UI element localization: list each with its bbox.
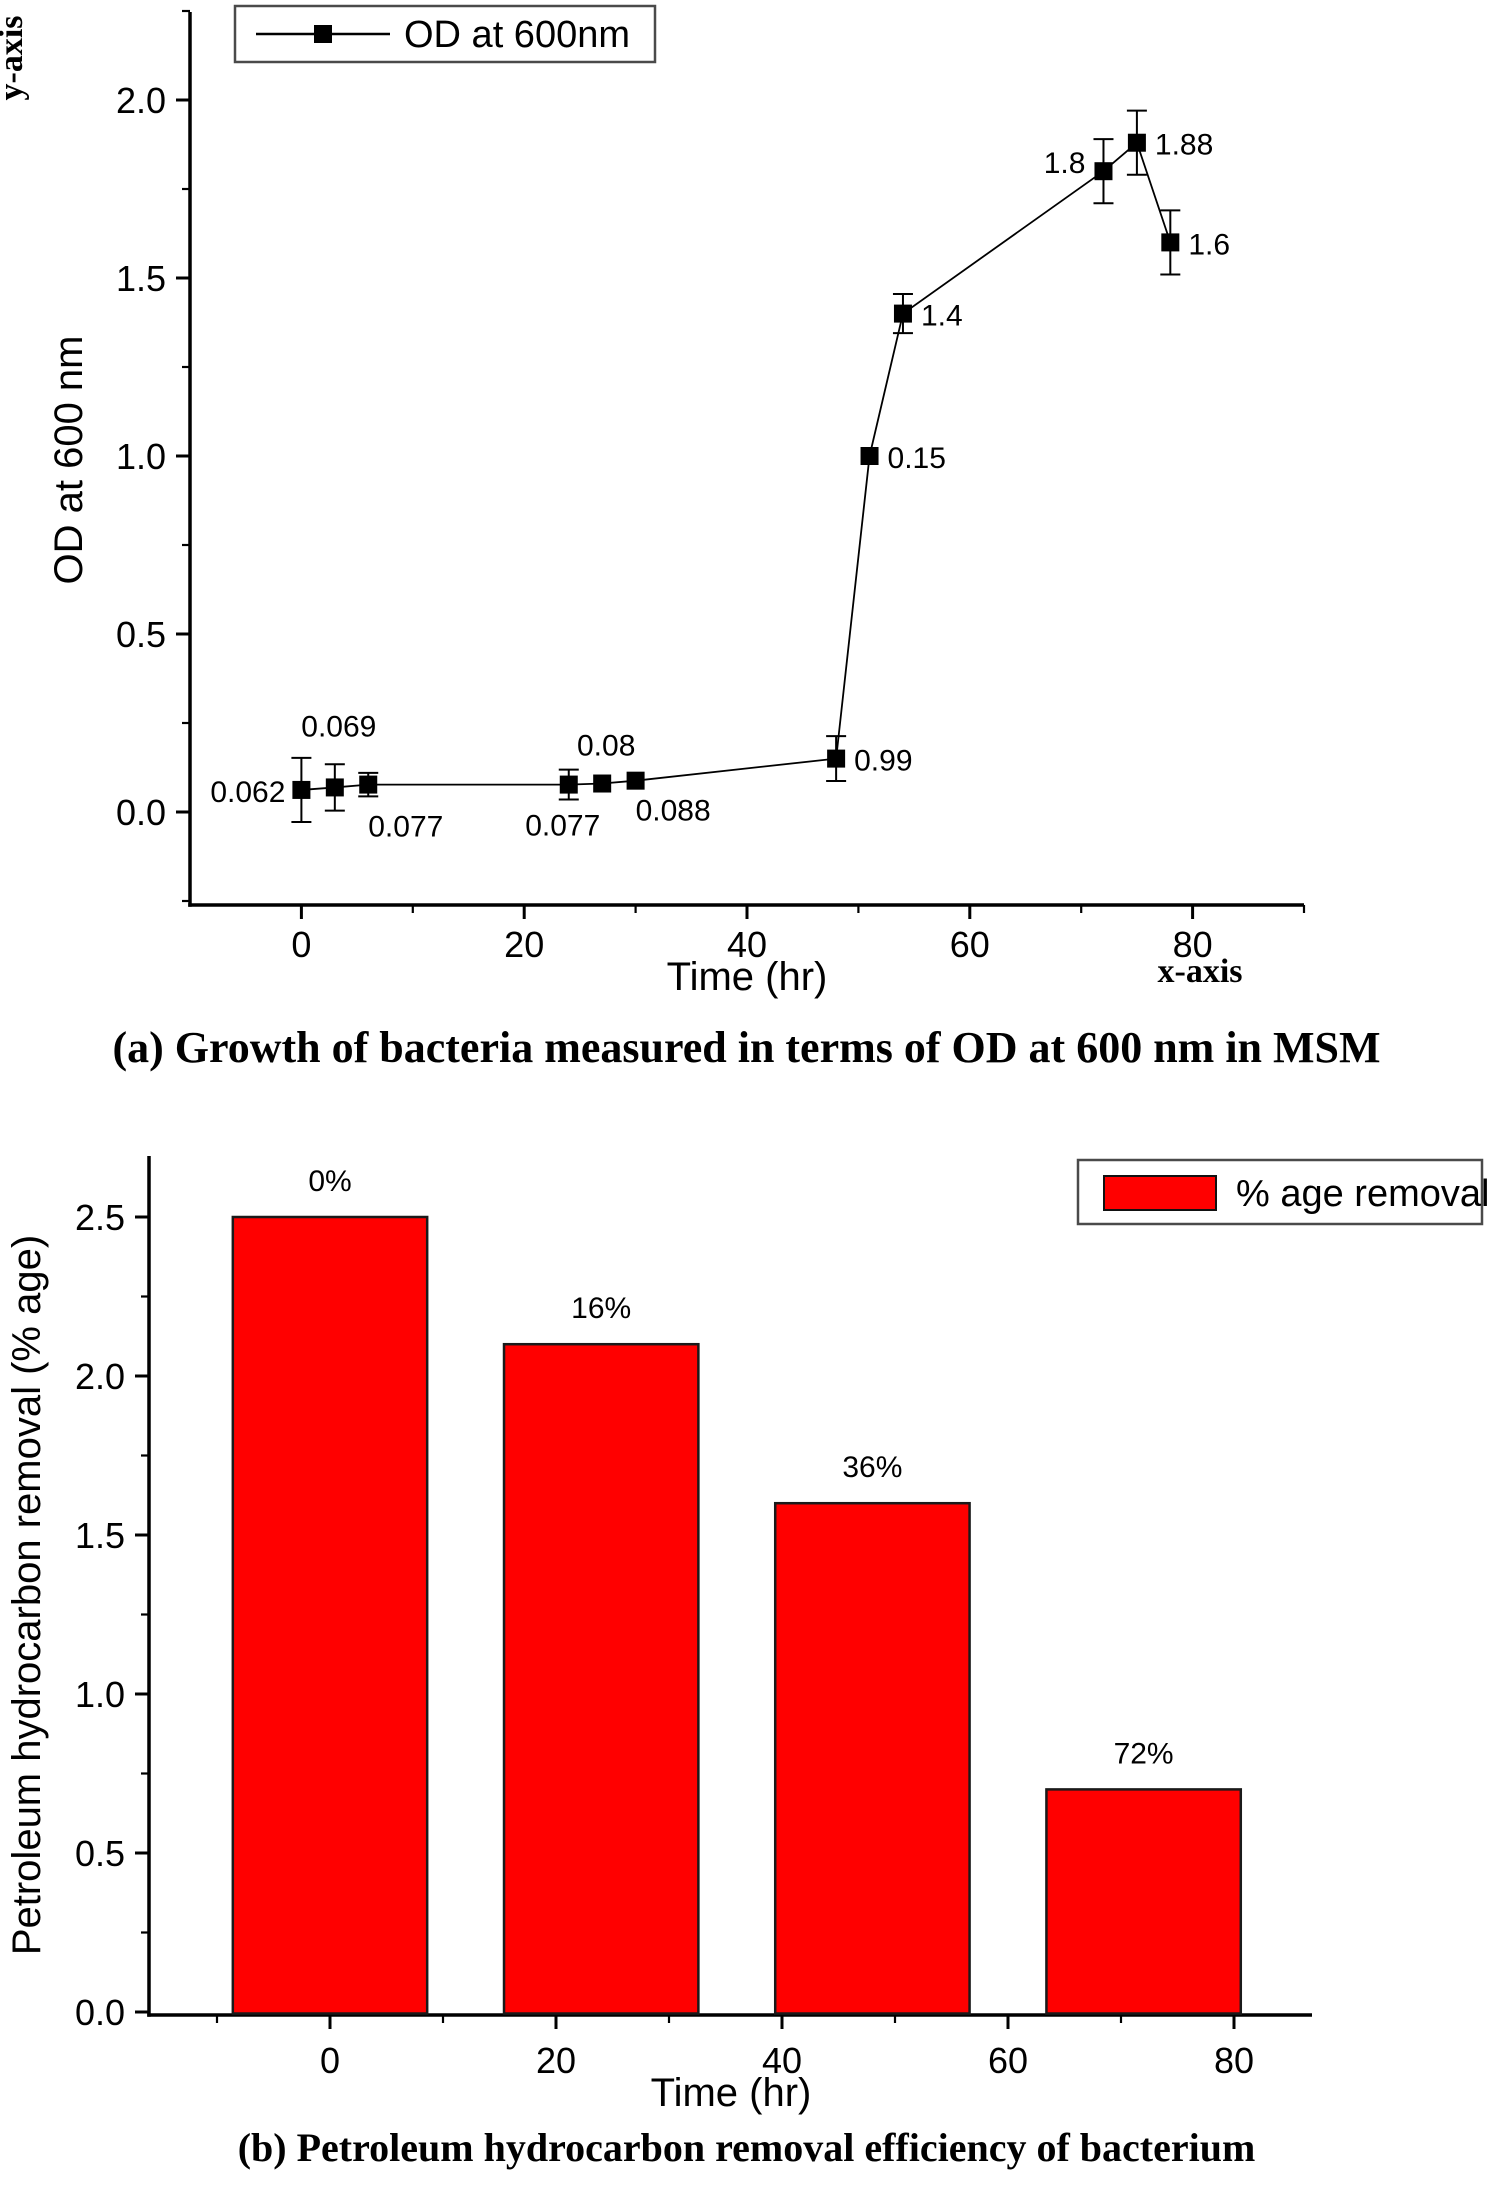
data-point-marker: [1094, 162, 1113, 181]
data-point-label: 0.08: [577, 730, 635, 763]
data-point-marker: [1161, 233, 1180, 252]
x-tick-label: 20: [536, 2040, 576, 2081]
x-tick-label: 0: [320, 2040, 340, 2081]
data-point-marker: [292, 780, 311, 799]
y-tick-label: 2.5: [75, 1197, 125, 1238]
y-tick-label: 2.0: [116, 80, 166, 121]
x-tick-label: 20: [504, 924, 544, 965]
bar-value-label: 0%: [308, 1165, 351, 1198]
y-tick-label: 1.0: [116, 436, 166, 477]
data-point-marker: [559, 775, 578, 794]
x-tick-label: 40: [762, 2040, 802, 2081]
bar: [502, 1342, 700, 2015]
legend-marker-square: [314, 25, 332, 43]
data-point-label: 1.4: [921, 300, 963, 333]
x-tick-label: 40: [727, 924, 767, 965]
caption-panel-a: (a) Growth of bacteria measured in terms…: [112, 1023, 1381, 1072]
data-point-label: 1.88: [1155, 129, 1213, 162]
y-tick-label: 1.5: [75, 1515, 125, 1556]
data-point-label: 1.8: [1044, 147, 1086, 180]
data-point-marker: [325, 778, 344, 797]
y-axis-title: OD at 600 nm: [47, 335, 91, 584]
bar-value-label: 16%: [571, 1292, 631, 1325]
data-point-label: 0.99: [854, 745, 912, 778]
series-line: [301, 141, 1172, 791]
data-point-label: 0.088: [636, 795, 711, 828]
bar: [773, 1501, 971, 2015]
x-axis-title: Time (hr): [651, 2071, 812, 2115]
bar-value-label: 36%: [842, 1451, 902, 1484]
y-tick-label: 0.0: [116, 792, 166, 833]
bar-value-label: 72%: [1114, 1737, 1174, 1770]
x-axis-title: Time (hr): [667, 955, 828, 999]
y-axis-annotation: y-axis: [0, 16, 30, 101]
bar: [231, 1215, 429, 2015]
removal-bar-chart: 0% 16% 36% 72% 0 20 40 60 80 0.0 0.5 1.0 1.5 2.0 2.5 Ti…: [5, 1156, 1489, 2115]
y-axis-title: Petroleum hydrocarbon removal (% age): [5, 1235, 49, 1955]
caption-panel-b: (b) Petroleum hydrocarbon removal effici…: [237, 2125, 1256, 2170]
legend-label: % age removal: [1236, 1173, 1489, 1215]
data-point-marker: [593, 774, 612, 793]
data-point-label: 0.077: [368, 810, 443, 843]
x-tick-label: 60: [950, 924, 990, 965]
data-point-marker: [359, 775, 378, 794]
x-tick-label: 0: [291, 924, 311, 965]
data-point-marker: [626, 771, 645, 790]
legend-label: OD at 600nm: [404, 14, 630, 56]
x-tick-label: 80: [1214, 2040, 1254, 2081]
y-tick-label: 0.0: [75, 1992, 125, 2033]
data-point-label: 1.6: [1188, 228, 1230, 261]
data-point-marker: [860, 447, 879, 465]
data-point-marker: [1127, 133, 1146, 152]
data-point-marker: [827, 749, 846, 768]
y-tick-label: 0.5: [116, 614, 166, 655]
data-point-marker: [893, 304, 912, 323]
y-tick-label: 2.0: [75, 1356, 125, 1397]
x-axis-annotation: x-axis: [1158, 953, 1243, 990]
data-point-label: 0.15: [888, 442, 946, 475]
data-point-label: 0.077: [525, 810, 600, 843]
x-tick-label: 80: [1173, 924, 1213, 965]
y-tick-label: 0.5: [75, 1833, 125, 1874]
growth-line-chart: 0 20 40 60 80 0.0 0.5 1.0 1.5 2.0 Time (hr) OD at 6…: [0, 4, 1306, 999]
data-point-label: 0.062: [210, 776, 285, 809]
bar: [1045, 1788, 1243, 2015]
data-point-label: 0.069: [301, 710, 376, 743]
x-tick-label: 60: [988, 2040, 1028, 2081]
legend-swatch: [1103, 1175, 1217, 1211]
y-tick-label: 1.5: [116, 258, 166, 299]
y-tick-label: 1.0: [75, 1674, 125, 1715]
